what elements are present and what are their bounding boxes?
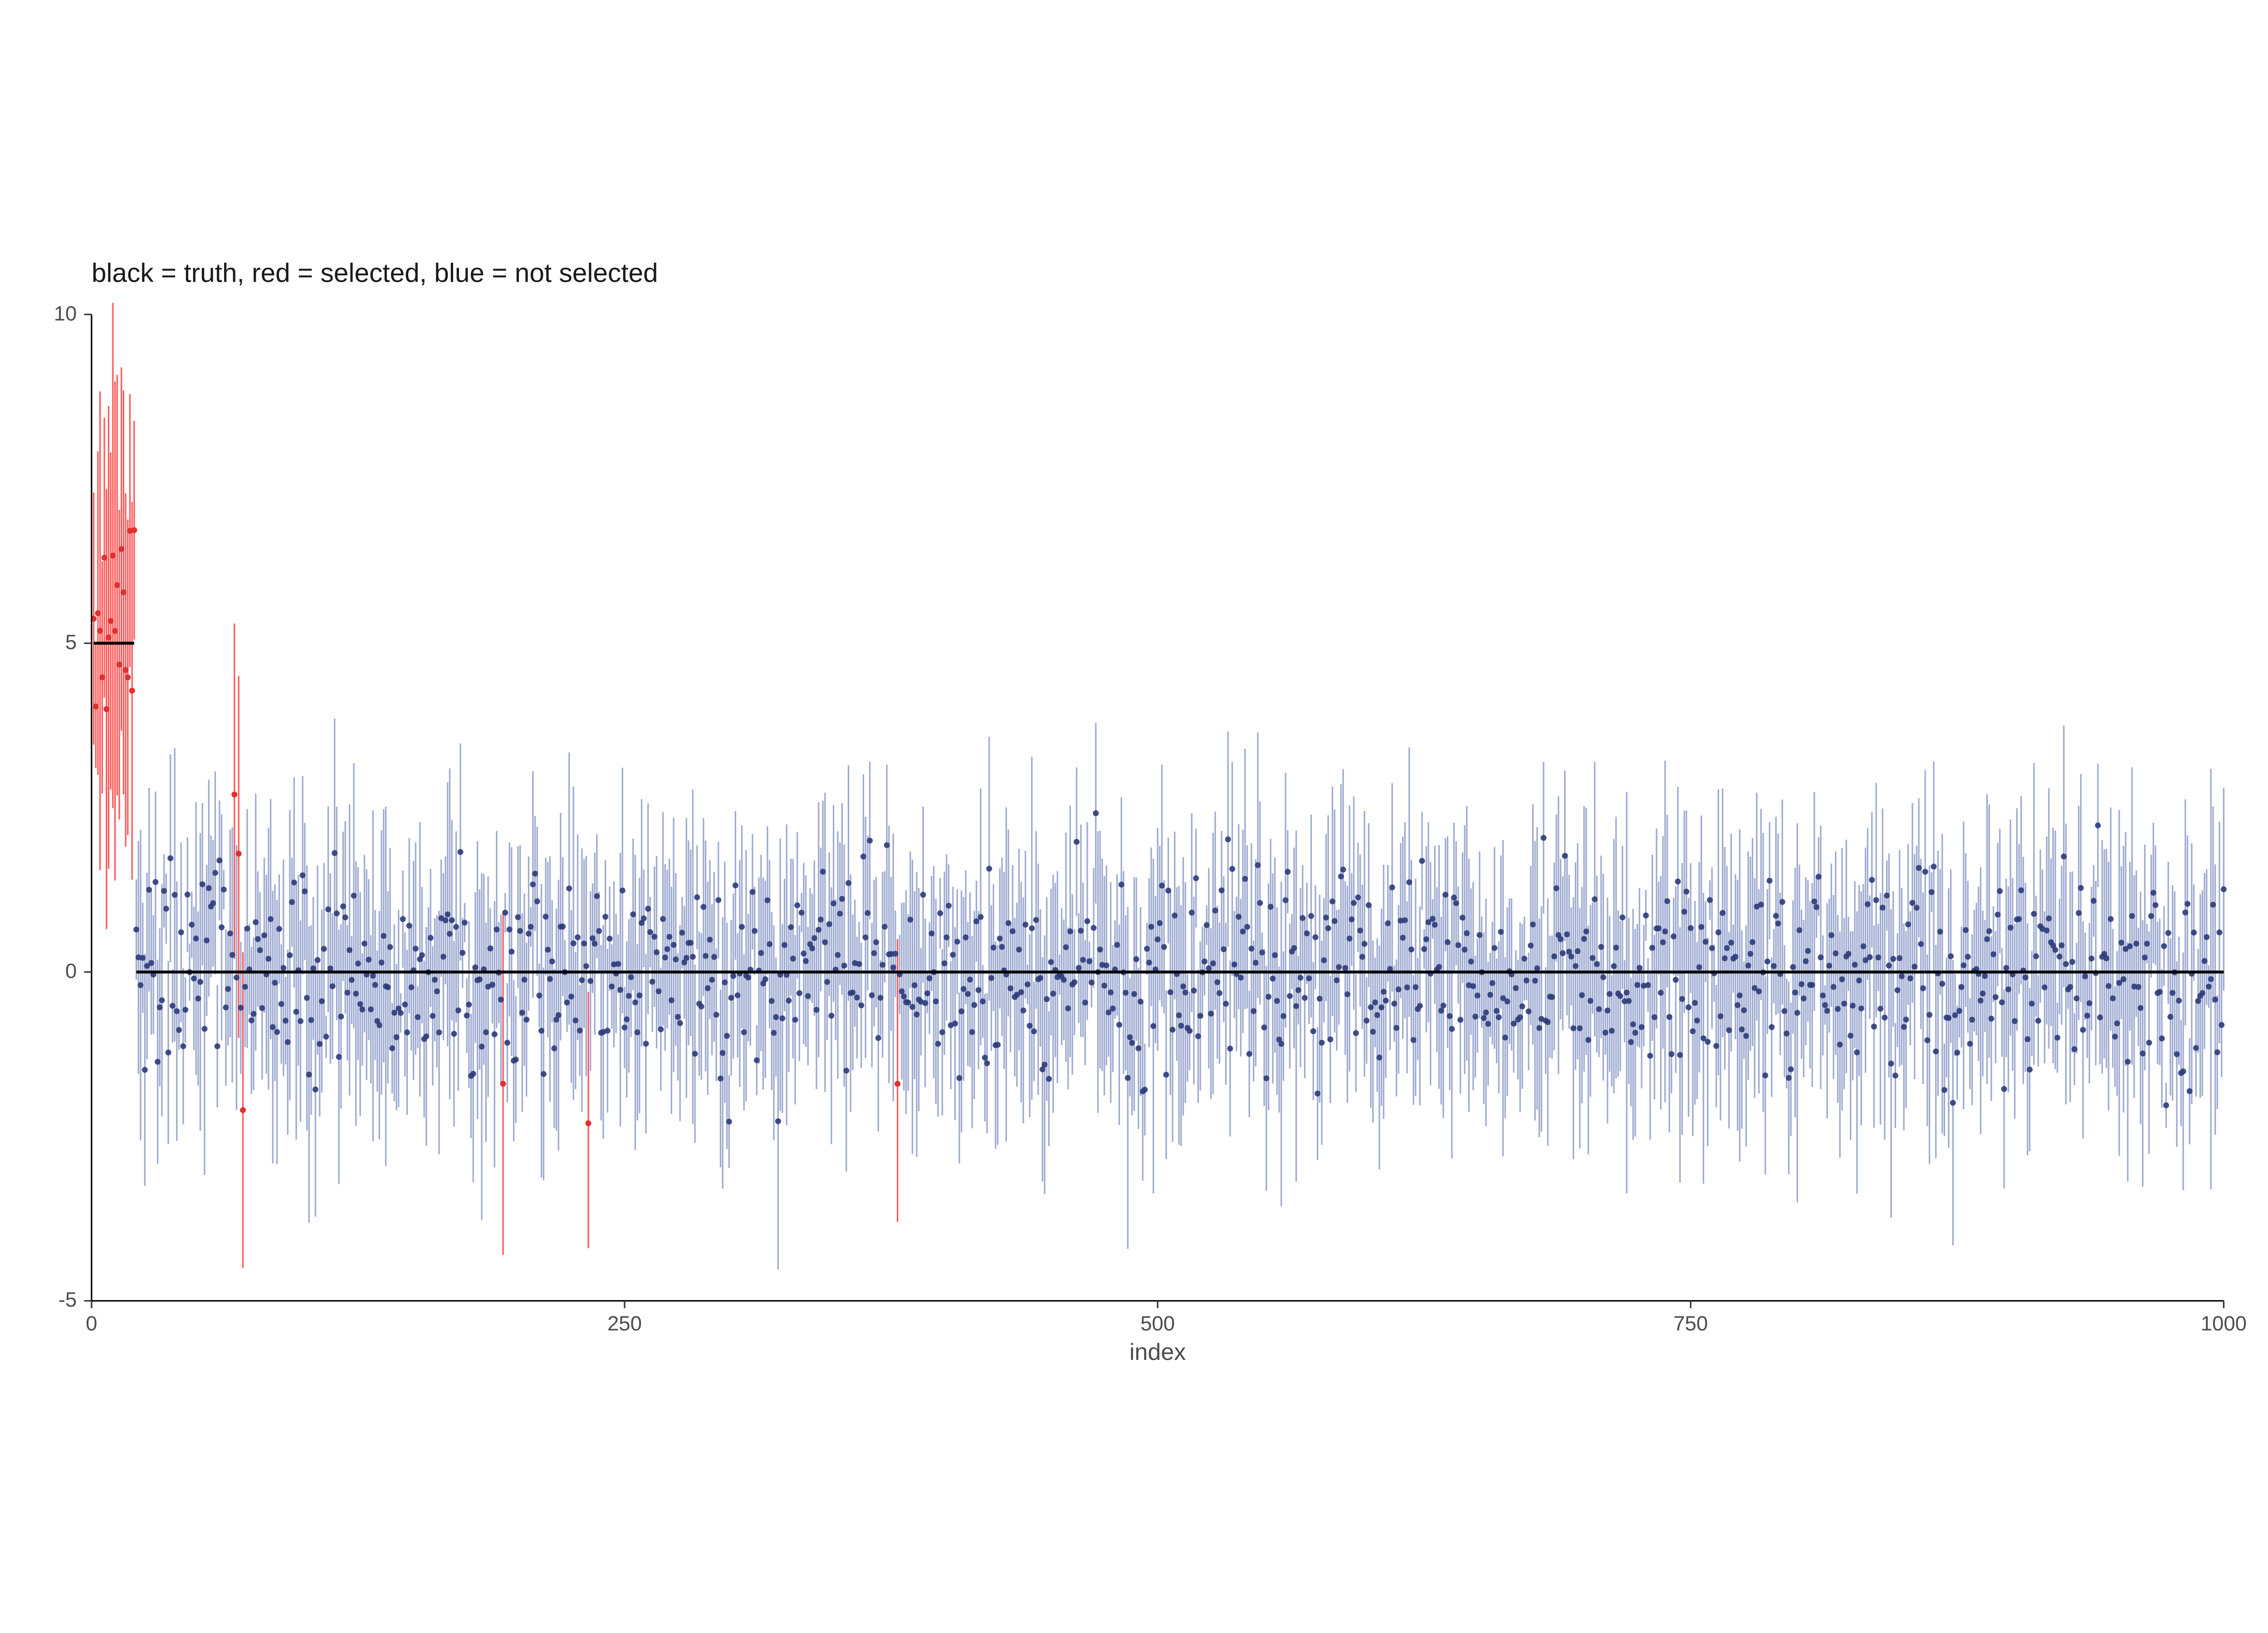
x-tick-label: 0 bbox=[86, 1312, 97, 1335]
x-tick-label: 250 bbox=[607, 1312, 642, 1335]
x-axis-label: index bbox=[1129, 1339, 1186, 1365]
x-tick-label: 1000 bbox=[2201, 1312, 2247, 1335]
chart-bg bbox=[0, 249, 2268, 1384]
chart-title: black = truth, red = selected, blue = no… bbox=[92, 259, 658, 288]
y-tick-label: 10 bbox=[54, 302, 77, 325]
y-tick-label: 0 bbox=[65, 959, 77, 983]
x-tick-label: 500 bbox=[1140, 1312, 1175, 1335]
x-tick-label: 750 bbox=[1673, 1312, 1708, 1335]
y-tick-label: -5 bbox=[59, 1288, 77, 1311]
y-tick-label: 5 bbox=[65, 631, 77, 654]
chart-container: 0 250 500 750 1000 -5 0 5 10 index black = truth, … bbox=[0, 0, 2268, 1633]
pointrange-chart: 0 250 500 750 1000 -5 0 5 10 index black = truth, … bbox=[0, 0, 2268, 1633]
